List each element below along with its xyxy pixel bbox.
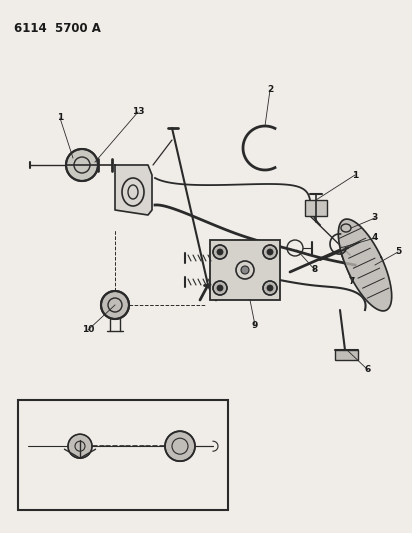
Polygon shape — [115, 165, 152, 215]
Circle shape — [68, 434, 92, 458]
Bar — [210, 240, 280, 300]
Circle shape — [267, 285, 273, 291]
Text: 11: 11 — [79, 410, 91, 419]
Text: W/ISOLATOR: W/ISOLATOR — [99, 491, 147, 500]
Circle shape — [165, 431, 195, 461]
Text: 1: 1 — [57, 114, 63, 123]
Text: 3: 3 — [372, 214, 378, 222]
Text: 2: 2 — [267, 85, 273, 94]
Bar — [305, 200, 327, 216]
Circle shape — [263, 281, 277, 295]
Circle shape — [241, 266, 249, 274]
Circle shape — [263, 245, 277, 259]
Circle shape — [267, 249, 273, 255]
Circle shape — [217, 249, 223, 255]
Circle shape — [101, 291, 129, 319]
Text: 5: 5 — [395, 247, 401, 256]
Text: 4: 4 — [372, 233, 378, 243]
Bar — [335, 350, 358, 360]
Text: 6114  5700 A: 6114 5700 A — [14, 22, 101, 35]
Text: 1: 1 — [352, 171, 358, 180]
Polygon shape — [338, 219, 392, 311]
Text: 9: 9 — [252, 320, 258, 329]
Text: 10: 10 — [82, 326, 94, 335]
Text: 8: 8 — [312, 265, 318, 274]
Circle shape — [213, 245, 227, 259]
Text: 13: 13 — [132, 108, 144, 117]
Bar — [18, 400, 228, 510]
Circle shape — [217, 285, 223, 291]
Text: 6: 6 — [365, 366, 371, 375]
Circle shape — [66, 149, 98, 181]
Circle shape — [213, 281, 227, 295]
Text: 12: 12 — [194, 408, 206, 416]
Text: 7: 7 — [349, 278, 355, 287]
